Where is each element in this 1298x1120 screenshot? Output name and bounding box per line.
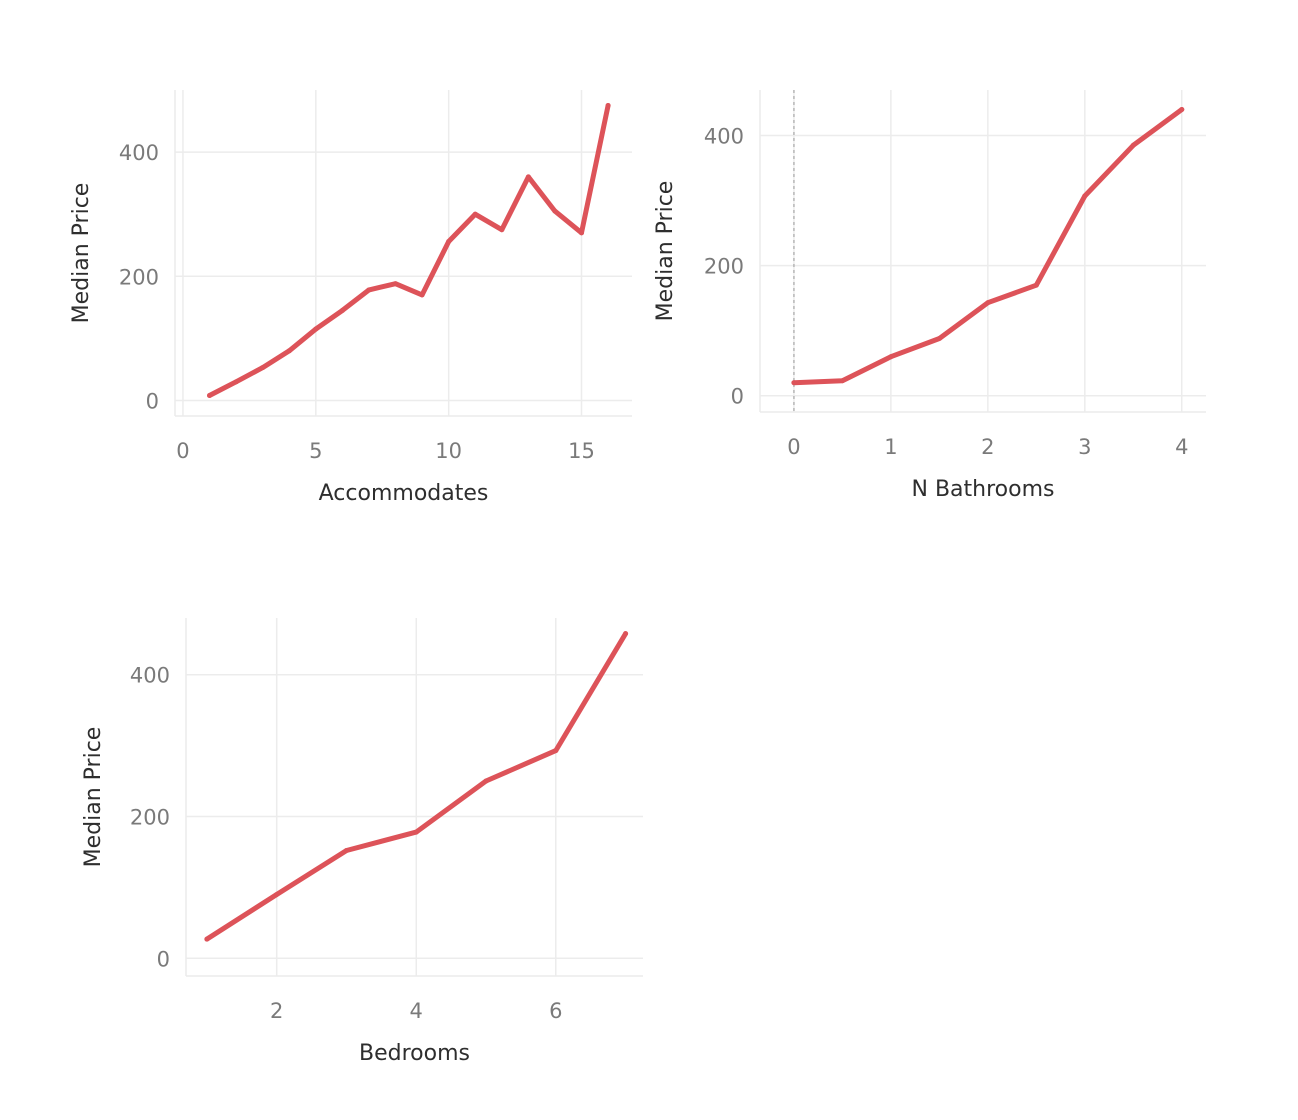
y-tick-label: 200 [704, 255, 744, 279]
data-point [605, 103, 611, 109]
x-tick-label: 10 [435, 439, 462, 463]
data-point [888, 354, 894, 360]
data-point [419, 292, 425, 298]
chart-n-bathrooms: 0 1 2 3 4 0 200 400 N Bathrooms Median Price [653, 90, 1206, 502]
x-tick-label: 4 [410, 999, 423, 1023]
data-point [260, 365, 266, 371]
data-point [366, 287, 372, 293]
data-point [233, 379, 239, 385]
data-point [1082, 193, 1088, 199]
y-tick-label: 400 [704, 125, 744, 149]
data-point [393, 281, 399, 287]
data-point [791, 380, 797, 386]
x-tick-label: 3 [1078, 435, 1091, 459]
data-point [1033, 282, 1039, 288]
y-axis-title: Median Price [653, 181, 678, 322]
chart-bedrooms: 2 4 6 0 200 400 Bedrooms Median Price [81, 618, 643, 1066]
data-point [839, 378, 845, 384]
data-point [1130, 142, 1136, 148]
x-tick-label: 1 [884, 435, 897, 459]
y-tick-label: 400 [119, 141, 159, 165]
x-tick-label: 0 [176, 439, 189, 463]
data-point [446, 239, 452, 245]
data-point [274, 891, 280, 897]
y-tick-label: 400 [130, 664, 170, 688]
data-point [413, 829, 419, 835]
x-tick-label: 0 [787, 435, 800, 459]
x-tick-label: 2 [981, 435, 994, 459]
x-axis-title: N Bathrooms [912, 477, 1055, 502]
data-point [553, 748, 559, 754]
x-axis-title: Bedrooms [359, 1041, 470, 1066]
data-point [499, 227, 505, 233]
x-tick-label: 4 [1175, 435, 1188, 459]
data-point [204, 936, 210, 942]
data-point [552, 208, 558, 214]
x-tick-label: 5 [309, 439, 322, 463]
y-tick-label: 0 [157, 947, 170, 971]
chart-accommodates: 0 5 10 15 0 200 400 Accommodates Median Price [69, 90, 632, 506]
y-axis-title: Median Price [81, 727, 106, 868]
x-tick-label: 6 [549, 999, 562, 1023]
x-tick-label: 2 [270, 999, 283, 1023]
data-point [313, 326, 319, 332]
x-tick-label: 15 [568, 439, 595, 463]
data-point [1179, 107, 1185, 113]
y-tick-label: 200 [130, 805, 170, 829]
data-point [286, 348, 292, 354]
y-tick-label: 0 [731, 385, 744, 409]
data-point [623, 631, 629, 637]
data-point [579, 230, 585, 236]
y-tick-label: 0 [146, 389, 159, 413]
y-axis-title: Median Price [69, 183, 94, 324]
data-point [483, 778, 489, 784]
data-point [343, 848, 349, 854]
data-point [525, 174, 531, 180]
data-point [339, 307, 345, 313]
series-line [207, 103, 611, 398]
y-tick-label: 200 [119, 265, 159, 289]
data-point [472, 211, 478, 217]
x-axis-title: Accommodates [319, 481, 489, 506]
data-point [207, 393, 213, 399]
data-point [936, 335, 942, 341]
data-point [985, 300, 991, 306]
